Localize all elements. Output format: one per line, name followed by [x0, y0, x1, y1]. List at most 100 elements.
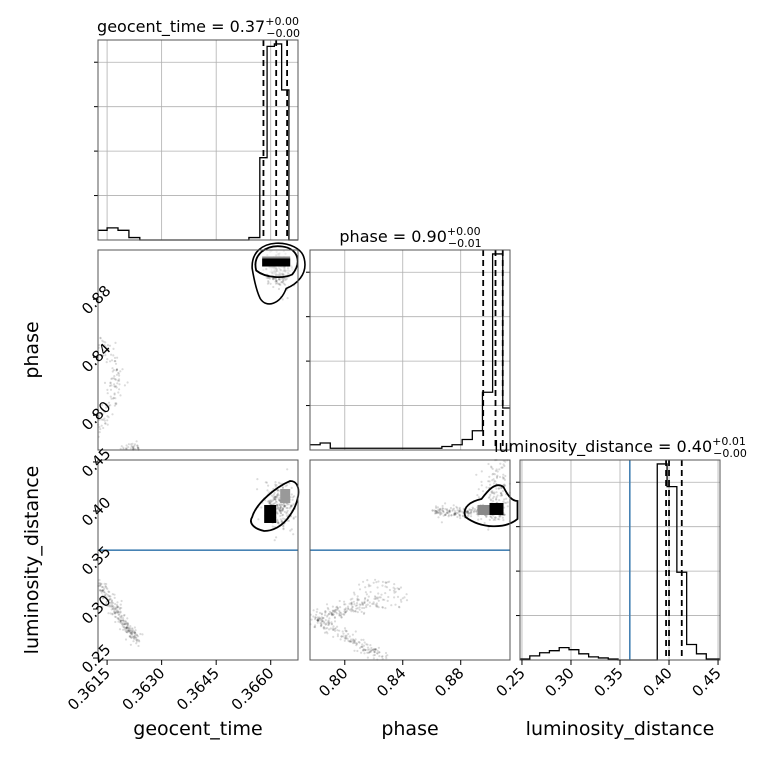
sample-point [381, 606, 384, 609]
sample-point [274, 485, 277, 488]
sample-point [442, 511, 445, 514]
sample-point [110, 353, 113, 356]
sample-point [399, 586, 403, 589]
sample-point [338, 611, 341, 614]
sample-point [398, 606, 401, 609]
sample-point [380, 655, 384, 658]
sample-point [135, 638, 138, 641]
sample-point [122, 619, 125, 622]
y-axis-label-phase: phase [21, 321, 43, 378]
sample-point [121, 619, 124, 622]
sample-point [373, 597, 376, 601]
sample-point [377, 599, 380, 602]
sample-point [332, 625, 335, 628]
sample-point [281, 298, 284, 301]
sample-point [318, 617, 322, 620]
title-phase: phase = 0.90+0.00 [339, 225, 480, 246]
sample-point [285, 277, 288, 280]
sample-point [312, 615, 315, 618]
x-tick-label-geocent_time: 0.3660 [228, 664, 278, 714]
sample-point [480, 470, 483, 473]
sample-point [358, 588, 362, 591]
sample-point [116, 601, 119, 604]
sample-point [274, 280, 277, 283]
sample-point [135, 639, 138, 642]
sample-point [129, 443, 133, 446]
contour-outer [251, 242, 306, 305]
x-tick-label-phase: 0.88 [431, 664, 467, 700]
sample-point [477, 496, 480, 499]
sample-point [271, 277, 274, 280]
sample-point [122, 626, 126, 629]
sample-point [281, 486, 284, 490]
sample-point [284, 278, 287, 282]
sample-point [111, 377, 114, 380]
sample-point [495, 475, 499, 478]
sample-point [381, 655, 384, 658]
sample-point [276, 507, 279, 511]
sample-point [105, 596, 108, 599]
sample-point [392, 589, 396, 592]
sample-point [136, 444, 139, 447]
sample-point [126, 381, 129, 384]
sample-point [494, 516, 497, 519]
sample-point [393, 587, 396, 591]
sample-point [467, 511, 470, 514]
sample-point [108, 601, 111, 604]
sample-point [503, 513, 506, 516]
sample-point [131, 445, 134, 448]
sample-point [134, 629, 137, 632]
sample-point [279, 506, 282, 509]
sample-point [125, 444, 128, 447]
sample-point [488, 495, 491, 498]
sample-point [277, 521, 280, 524]
sample-point [99, 589, 102, 592]
sample-point [99, 584, 102, 587]
sample-point [139, 632, 142, 636]
sample-point [352, 600, 355, 603]
sample-point [386, 599, 389, 603]
sample-point [332, 613, 335, 617]
sample-point [356, 595, 359, 598]
sample-point [276, 519, 279, 522]
sample-point [108, 384, 112, 387]
sample-point [277, 278, 281, 281]
sample-point [115, 609, 118, 612]
sample-point [492, 514, 495, 517]
sample-point [466, 510, 469, 513]
sample-point [365, 593, 368, 596]
sample-point [503, 477, 506, 480]
sample-point [138, 640, 141, 643]
sample-point [108, 598, 111, 601]
sample-point [377, 580, 380, 583]
sample-point [130, 633, 133, 636]
sample-point [105, 406, 108, 409]
sample-point [119, 619, 122, 623]
sample-point [274, 498, 277, 501]
sample-point [133, 443, 137, 446]
sample-point [362, 648, 365, 651]
sample-point [393, 583, 396, 586]
sample-point [332, 628, 335, 631]
sample-point [351, 605, 354, 608]
sample-point [359, 603, 362, 607]
sample-point [360, 601, 364, 604]
sample-point [131, 635, 134, 638]
sample-point [271, 499, 274, 502]
sample-point [332, 613, 335, 616]
sample-point [345, 609, 348, 613]
sample-point [133, 637, 136, 641]
sample-point [126, 625, 129, 628]
sample-point [117, 372, 120, 375]
sample-point [136, 447, 139, 450]
sample-point [113, 383, 116, 386]
sample-point [118, 374, 121, 377]
sample-point [129, 447, 132, 450]
sample-point [113, 392, 116, 395]
sample-point [373, 595, 377, 598]
sample-point [320, 623, 323, 627]
sample-point [131, 627, 134, 630]
sample-point [114, 610, 118, 614]
sample-point [122, 617, 125, 620]
